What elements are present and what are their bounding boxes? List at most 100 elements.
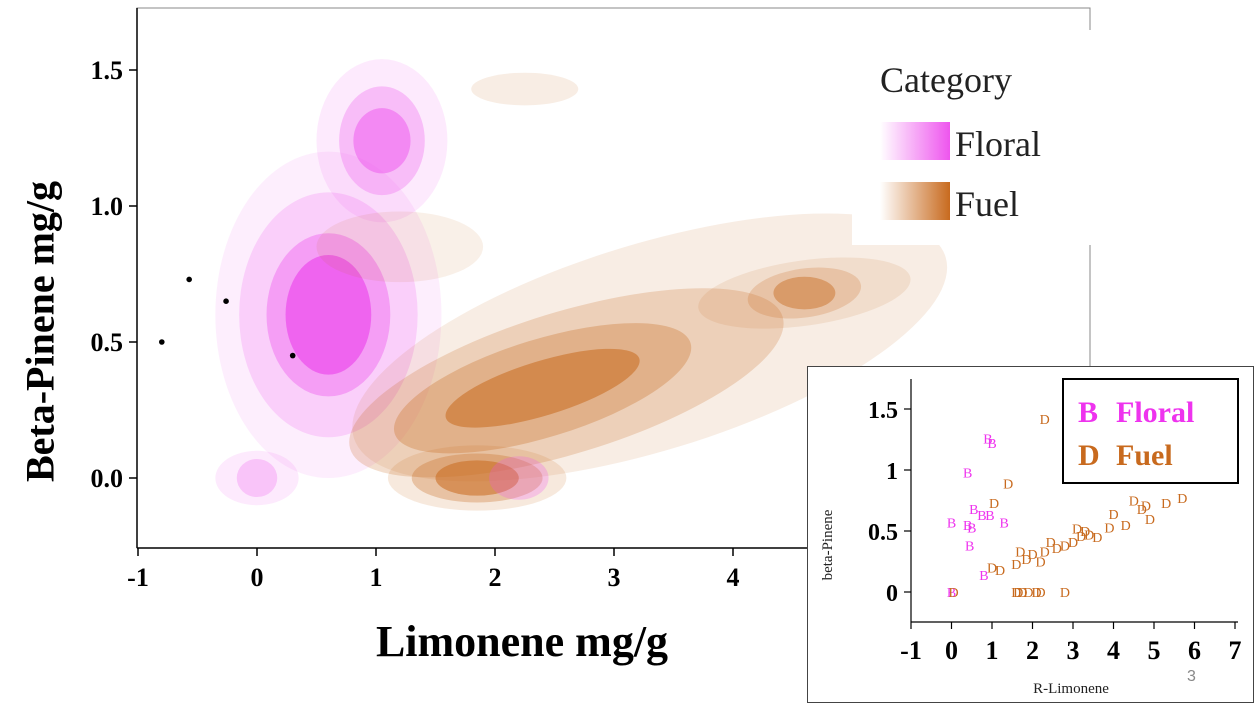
inset-point-fuel: D xyxy=(1092,531,1102,546)
legend-label-floral: Floral xyxy=(955,124,1041,164)
y-axis-label: Beta-Pinene mg/g xyxy=(17,180,63,483)
data-point xyxy=(223,298,229,305)
inset-y-axis-label: beta-Pinene xyxy=(820,509,836,580)
inset-point-fuel: D xyxy=(1060,586,1070,601)
inset-y-tick-label: 1 xyxy=(886,459,898,485)
inset-x-axis-label: R-Limonene xyxy=(1033,681,1109,697)
inset-point-fuel: D xyxy=(948,586,958,601)
inset-point-fuel: D xyxy=(1015,546,1025,561)
y-tick-label: 0.0 xyxy=(91,464,124,493)
inset-point-fuel: D xyxy=(1021,553,1031,568)
x-tick-label: -1 xyxy=(127,563,149,592)
inset-point-floral: B xyxy=(987,437,996,452)
x-tick-label: 3 xyxy=(608,563,621,592)
inset-x-tick-label: 3 xyxy=(1067,636,1080,665)
inset-point-fuel: D xyxy=(995,564,1005,579)
inset-x-tick-label: 1 xyxy=(986,636,999,665)
inset-point-fuel: D xyxy=(1072,523,1082,538)
data-point xyxy=(159,339,165,345)
inset-point-fuel: D xyxy=(1121,519,1131,534)
inset-x-tick-label: 2 xyxy=(1026,636,1039,665)
inset-x-tick-label: 5 xyxy=(1148,636,1161,665)
inset-point-fuel: D xyxy=(1068,536,1078,551)
inset-y-tick-label: 1.5 xyxy=(868,398,898,424)
contour-floral-2-1 xyxy=(236,458,278,498)
inset-point-fuel: D xyxy=(1076,530,1086,545)
inset-legend-box xyxy=(1062,378,1239,484)
inset-point-fuel: D xyxy=(1017,586,1027,601)
inset-point-fuel: D xyxy=(1036,556,1046,571)
inset-x-tick-label: -1 xyxy=(900,636,922,665)
inset-legend-label-floral: Floral xyxy=(1116,396,1194,429)
inset-point-fuel: D xyxy=(987,562,997,577)
x-tick-label: 2 xyxy=(489,563,502,592)
inset-point-fuel: D xyxy=(1023,586,1033,601)
inset-point-floral: B xyxy=(969,503,978,518)
contour-fuel-4-0 xyxy=(316,211,484,283)
inset-point-fuel: D xyxy=(1027,548,1037,563)
legend-swatch-floral xyxy=(880,122,950,160)
inset-point-fuel: D xyxy=(1052,542,1062,557)
inset-point-fuel: D xyxy=(1011,558,1021,573)
x-tick-label: 0 xyxy=(251,563,264,592)
contour-fuel-1-2 xyxy=(435,460,519,496)
contour-floral-3-0 xyxy=(489,456,549,500)
legend-swatch-fuel xyxy=(880,182,950,220)
inset-point-fuel: D xyxy=(1084,529,1094,544)
contour-floral-1-2 xyxy=(353,108,411,174)
inset-legend-label-fuel: Fuel xyxy=(1116,439,1173,472)
inset-point-fuel: D xyxy=(1137,503,1147,518)
inset-axes: -1 0 1 2 3 4 5 6 700.511.5 xyxy=(868,379,1242,665)
inset-point-fuel: D xyxy=(1011,586,1021,601)
inset-point-floral: B xyxy=(979,569,988,584)
inset-point-floral: B xyxy=(947,516,956,531)
inset-point-fuel: D xyxy=(1177,492,1187,507)
inset-point-fuel: D xyxy=(1013,586,1023,601)
inset-x-tick-label: 7 xyxy=(1229,636,1242,665)
legend: Category Floral Fuel xyxy=(852,30,1110,245)
contour-fuel-2-2 xyxy=(773,276,836,310)
inset-point-fuel: D xyxy=(1161,497,1171,512)
inset-point-fuel: D xyxy=(1060,540,1070,555)
contour-fuel-2-1 xyxy=(747,267,862,319)
inset-point-fuel: D xyxy=(1040,546,1050,561)
inset-point-fuel: D xyxy=(1080,525,1090,540)
y-axis-label-box: Beta-Pinene mg/g xyxy=(0,40,80,492)
inset-x-tick-label: 0 xyxy=(945,636,958,665)
inset-point-fuel: D xyxy=(1040,413,1050,428)
inset-x-tick-label: 6 xyxy=(1188,636,1201,665)
inset-point-fuel: D xyxy=(1145,513,1155,528)
contour-fuel-3-0 xyxy=(471,72,579,106)
inset-legend-marker-floral: B xyxy=(1078,396,1098,429)
inset-point-floral: B xyxy=(965,540,974,555)
inset-point-fuel: D xyxy=(1141,499,1151,514)
data-point xyxy=(289,352,296,359)
contour-fuel-2-0 xyxy=(698,257,911,329)
inset-y-tick-label: 0.5 xyxy=(868,520,898,546)
y-tick-label: 1.0 xyxy=(91,192,124,221)
inset-legend-marker-fuel: D xyxy=(1078,439,1100,472)
inset-point-floral: B xyxy=(963,466,972,481)
inset-point-fuel: D xyxy=(1104,521,1114,536)
inset-point-fuel: D xyxy=(1036,586,1046,601)
inset-point-fuel: D xyxy=(989,497,999,512)
inset-point-floral: B xyxy=(967,521,976,536)
contour-layer xyxy=(215,59,948,511)
inset-point-fuel: D xyxy=(1108,508,1118,523)
inset-y-tick-label: 0 xyxy=(886,581,898,607)
inset-point-floral: B xyxy=(983,432,992,447)
contour-floral-2-0 xyxy=(215,450,299,506)
inset-point-floral: B xyxy=(963,519,972,534)
inset-point-floral: B xyxy=(947,586,956,601)
y-tick-label: 0.5 xyxy=(91,328,124,357)
x-axis-label: Limonene mg/g xyxy=(306,610,738,674)
inset-point-floral: B xyxy=(999,516,1008,531)
data-points xyxy=(159,276,296,359)
inset-point-fuel: D xyxy=(1046,536,1056,551)
x-tick-label: 1 xyxy=(370,563,383,592)
legend-label-fuel: Fuel xyxy=(955,184,1019,224)
